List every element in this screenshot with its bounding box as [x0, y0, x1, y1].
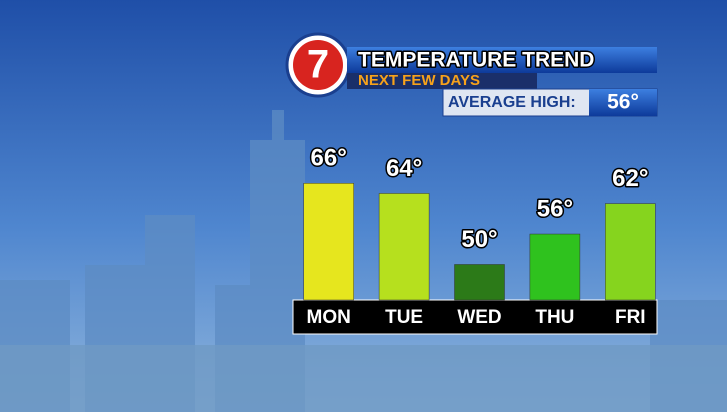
x-tick-label: TUE	[385, 307, 423, 328]
value-label: 66°	[311, 145, 347, 172]
bar	[529, 233, 581, 301]
logo-inner	[293, 40, 343, 90]
bar	[303, 183, 354, 301]
subtitle-box	[347, 73, 537, 89]
x-tick-label: THU	[535, 307, 574, 328]
value-label: 50°	[461, 226, 497, 253]
average-value-box	[589, 89, 657, 116]
x-tick-label: WED	[457, 307, 501, 328]
value-label: 62°	[612, 165, 648, 192]
chart-title: TEMPERATURE TREND	[358, 49, 594, 72]
x-tick-label: MON	[307, 307, 351, 328]
title-box	[347, 47, 657, 73]
average-label: AVERAGE HIGH:	[448, 94, 576, 111]
value-label: 56°	[537, 195, 573, 222]
value-label: 64°	[386, 155, 422, 182]
x-tick-label: FRI	[615, 307, 646, 328]
bar	[605, 203, 656, 301]
subtitle: NEXT FEW DAYS	[358, 72, 480, 89]
average-value: 56°	[607, 91, 639, 114]
bar	[378, 193, 430, 301]
bar	[454, 264, 505, 301]
treeline	[0, 345, 727, 412]
logo: 7	[307, 43, 329, 87]
category-strip	[292, 299, 658, 335]
